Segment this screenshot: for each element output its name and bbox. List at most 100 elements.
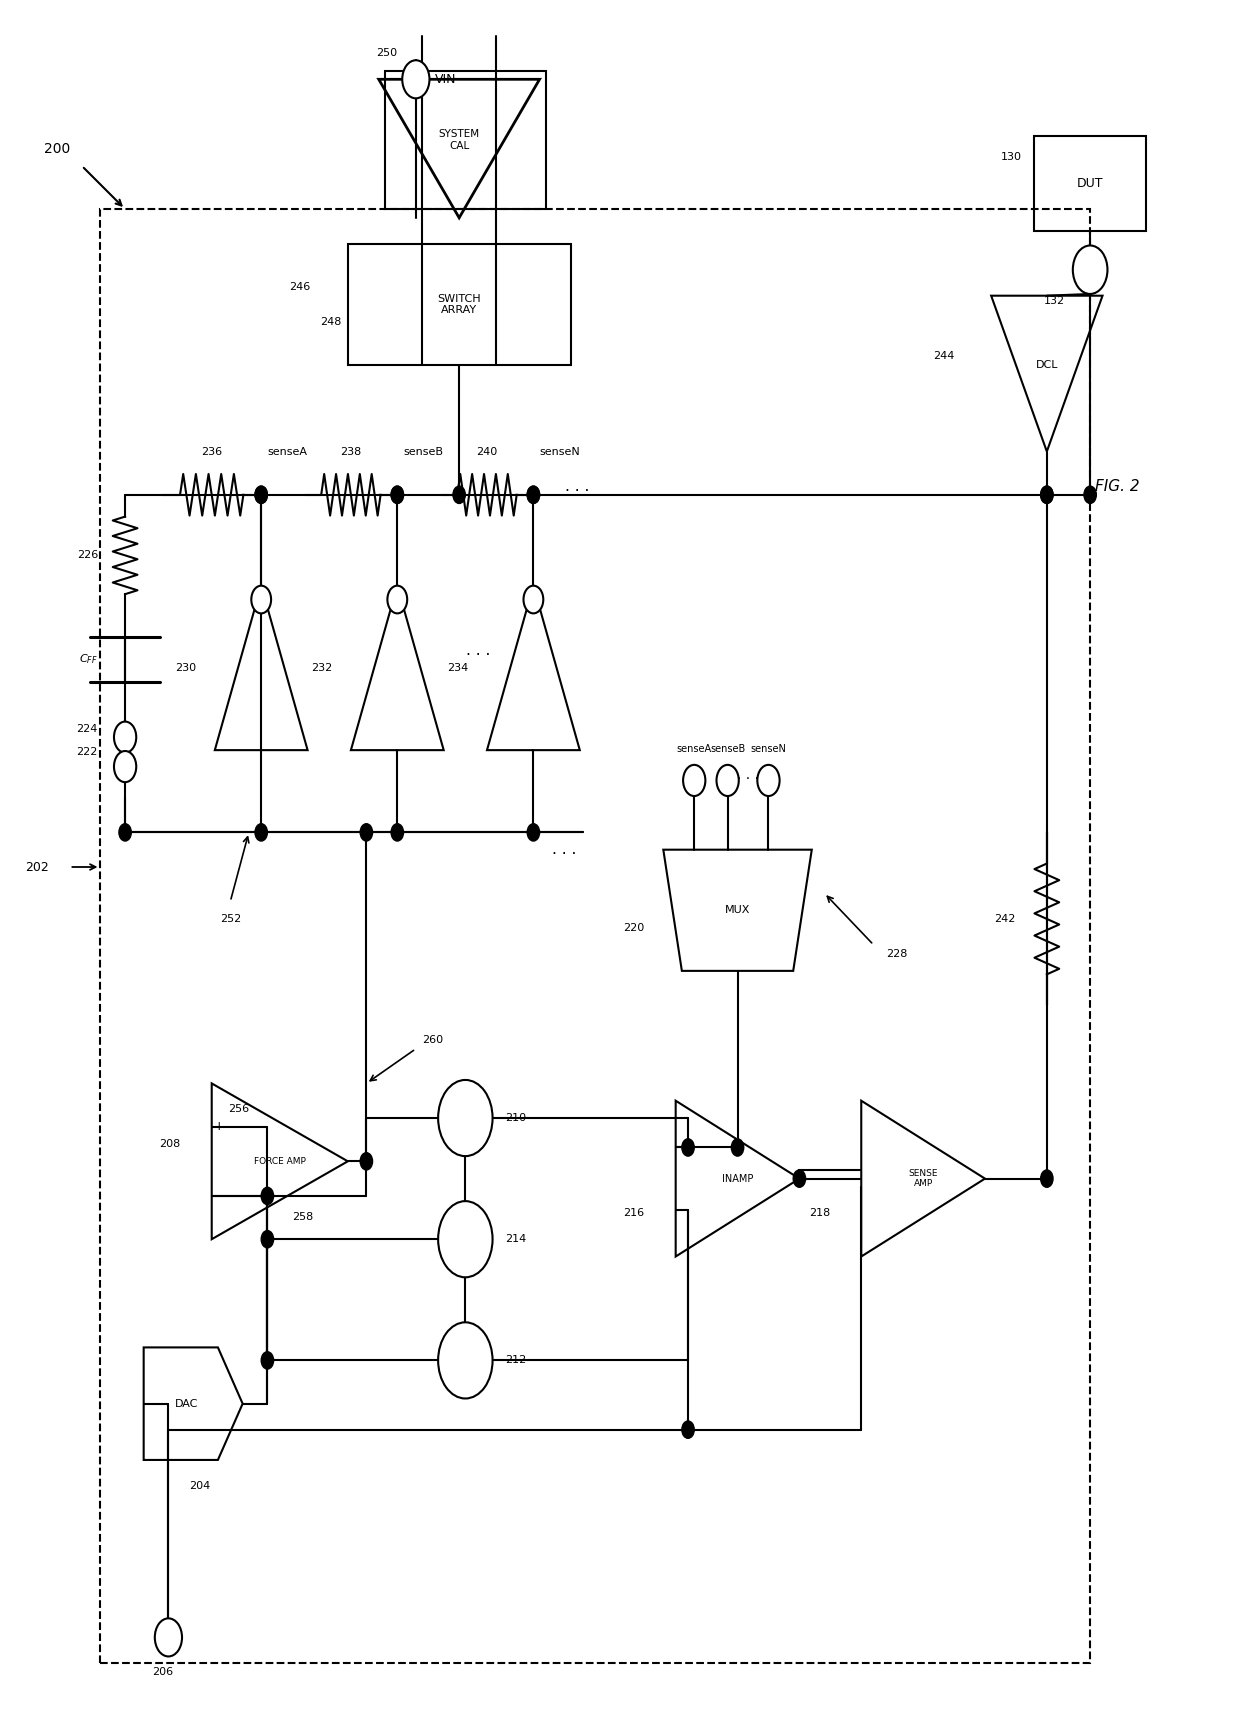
Circle shape xyxy=(1084,486,1096,503)
Circle shape xyxy=(262,1353,274,1370)
Text: 232: 232 xyxy=(311,662,332,673)
Text: 200: 200 xyxy=(43,142,71,156)
Text: 216: 216 xyxy=(624,1209,645,1219)
Text: 242: 242 xyxy=(994,914,1016,924)
Text: 224: 224 xyxy=(77,723,98,733)
Text: . . .: . . . xyxy=(552,843,577,857)
Circle shape xyxy=(438,1202,492,1278)
Text: DUT: DUT xyxy=(1076,177,1104,189)
Circle shape xyxy=(255,486,268,503)
Text: 214: 214 xyxy=(505,1235,526,1245)
Text: 248: 248 xyxy=(320,317,342,326)
Bar xyxy=(100,210,1090,1663)
Circle shape xyxy=(683,765,706,796)
Text: SYSTEM
CAL: SYSTEM CAL xyxy=(439,128,480,151)
Text: . . .: . . . xyxy=(564,479,589,494)
Text: INAMP: INAMP xyxy=(722,1174,753,1184)
Text: -: - xyxy=(681,1203,686,1216)
Text: $C_{FF}$: $C_{FF}$ xyxy=(79,652,98,666)
Text: 220: 220 xyxy=(624,922,645,933)
Circle shape xyxy=(758,765,780,796)
Circle shape xyxy=(360,1153,372,1170)
Text: 228: 228 xyxy=(887,948,908,959)
Text: 206: 206 xyxy=(151,1666,172,1677)
Text: 244: 244 xyxy=(932,352,954,361)
Text: 222: 222 xyxy=(77,747,98,756)
Text: +: + xyxy=(678,1141,688,1153)
Circle shape xyxy=(262,1188,274,1205)
Text: 226: 226 xyxy=(77,550,98,560)
Circle shape xyxy=(1040,1170,1053,1188)
Text: +: + xyxy=(213,1120,224,1134)
Text: VIN: VIN xyxy=(434,73,456,85)
Text: 256: 256 xyxy=(228,1105,249,1115)
Text: 230: 230 xyxy=(175,662,196,673)
Text: senseB: senseB xyxy=(403,447,444,456)
Text: 130: 130 xyxy=(1001,153,1022,163)
Circle shape xyxy=(391,486,403,503)
Circle shape xyxy=(391,486,403,503)
Text: 252: 252 xyxy=(219,914,241,924)
Circle shape xyxy=(114,751,136,782)
Circle shape xyxy=(119,824,131,841)
Circle shape xyxy=(717,765,739,796)
Text: 240: 240 xyxy=(476,447,497,456)
Text: SWITCH
ARRAY: SWITCH ARRAY xyxy=(438,293,481,316)
Circle shape xyxy=(360,824,372,841)
Text: 236: 236 xyxy=(201,447,222,456)
Circle shape xyxy=(252,586,272,614)
Circle shape xyxy=(255,486,268,503)
Circle shape xyxy=(438,1080,492,1157)
Circle shape xyxy=(527,824,539,841)
Bar xyxy=(1034,135,1146,231)
Text: 218: 218 xyxy=(808,1209,831,1219)
Text: . . .: . . . xyxy=(465,643,490,659)
Circle shape xyxy=(387,586,407,614)
Circle shape xyxy=(155,1618,182,1656)
Circle shape xyxy=(262,1231,274,1248)
Text: senseA: senseA xyxy=(268,447,308,456)
Circle shape xyxy=(255,824,268,841)
Circle shape xyxy=(1040,486,1053,503)
Circle shape xyxy=(1040,486,1053,503)
Circle shape xyxy=(402,61,429,99)
Circle shape xyxy=(391,824,403,841)
Text: 234: 234 xyxy=(448,662,469,673)
Circle shape xyxy=(682,1139,694,1157)
Text: 238: 238 xyxy=(340,447,362,456)
Circle shape xyxy=(1073,246,1107,295)
Text: 212: 212 xyxy=(505,1356,526,1365)
Text: DCL: DCL xyxy=(1035,361,1058,369)
Text: 258: 258 xyxy=(293,1212,314,1222)
Text: 204: 204 xyxy=(188,1481,210,1491)
Text: DAC: DAC xyxy=(175,1399,198,1408)
Text: 210: 210 xyxy=(505,1113,526,1124)
Text: senseA: senseA xyxy=(677,744,712,754)
Text: senseN: senseN xyxy=(750,744,786,754)
Circle shape xyxy=(732,1139,744,1157)
Text: -: - xyxy=(217,1190,222,1202)
Circle shape xyxy=(682,1420,694,1437)
Circle shape xyxy=(453,486,465,503)
Text: 250: 250 xyxy=(376,49,397,59)
Circle shape xyxy=(527,486,539,503)
Text: . . .: . . . xyxy=(737,768,759,782)
Bar xyxy=(384,71,546,210)
Text: 246: 246 xyxy=(289,283,311,291)
Text: 202: 202 xyxy=(25,860,48,874)
Bar xyxy=(347,244,570,364)
Text: FORCE AMP: FORCE AMP xyxy=(254,1157,306,1165)
Circle shape xyxy=(794,1170,806,1188)
Text: FIG. 2: FIG. 2 xyxy=(1095,479,1140,494)
Text: senseB: senseB xyxy=(711,744,745,754)
Circle shape xyxy=(523,586,543,614)
Text: SENSE
AMP: SENSE AMP xyxy=(909,1169,937,1188)
Circle shape xyxy=(527,486,539,503)
Text: senseN: senseN xyxy=(539,447,580,456)
Text: MUX: MUX xyxy=(725,905,750,916)
Circle shape xyxy=(114,721,136,753)
Text: 208: 208 xyxy=(160,1139,181,1150)
Text: 132: 132 xyxy=(1044,297,1065,305)
Circle shape xyxy=(438,1323,492,1399)
Text: 260: 260 xyxy=(422,1035,443,1046)
